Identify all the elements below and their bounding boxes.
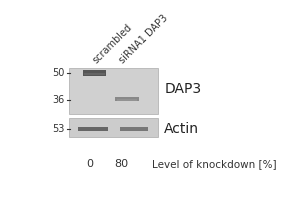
- Text: 36: 36: [52, 95, 64, 105]
- Text: Level of knockdown [%]: Level of knockdown [%]: [152, 159, 277, 169]
- Bar: [120, 127, 148, 131]
- Bar: [116, 97, 139, 101]
- Text: DAP3: DAP3: [164, 82, 201, 96]
- Text: 53: 53: [52, 124, 64, 134]
- Text: scrambled: scrambled: [91, 22, 134, 66]
- Text: 0: 0: [86, 159, 93, 169]
- Bar: [117, 99, 137, 101]
- Text: 80: 80: [114, 159, 128, 169]
- Bar: [69, 118, 158, 137]
- Bar: [69, 68, 158, 114]
- Bar: [84, 73, 105, 75]
- Bar: [78, 127, 108, 131]
- Text: siRNA1 DAP3: siRNA1 DAP3: [118, 13, 170, 66]
- Text: Actin: Actin: [164, 122, 199, 136]
- Bar: [83, 70, 106, 76]
- Text: 50: 50: [52, 68, 64, 78]
